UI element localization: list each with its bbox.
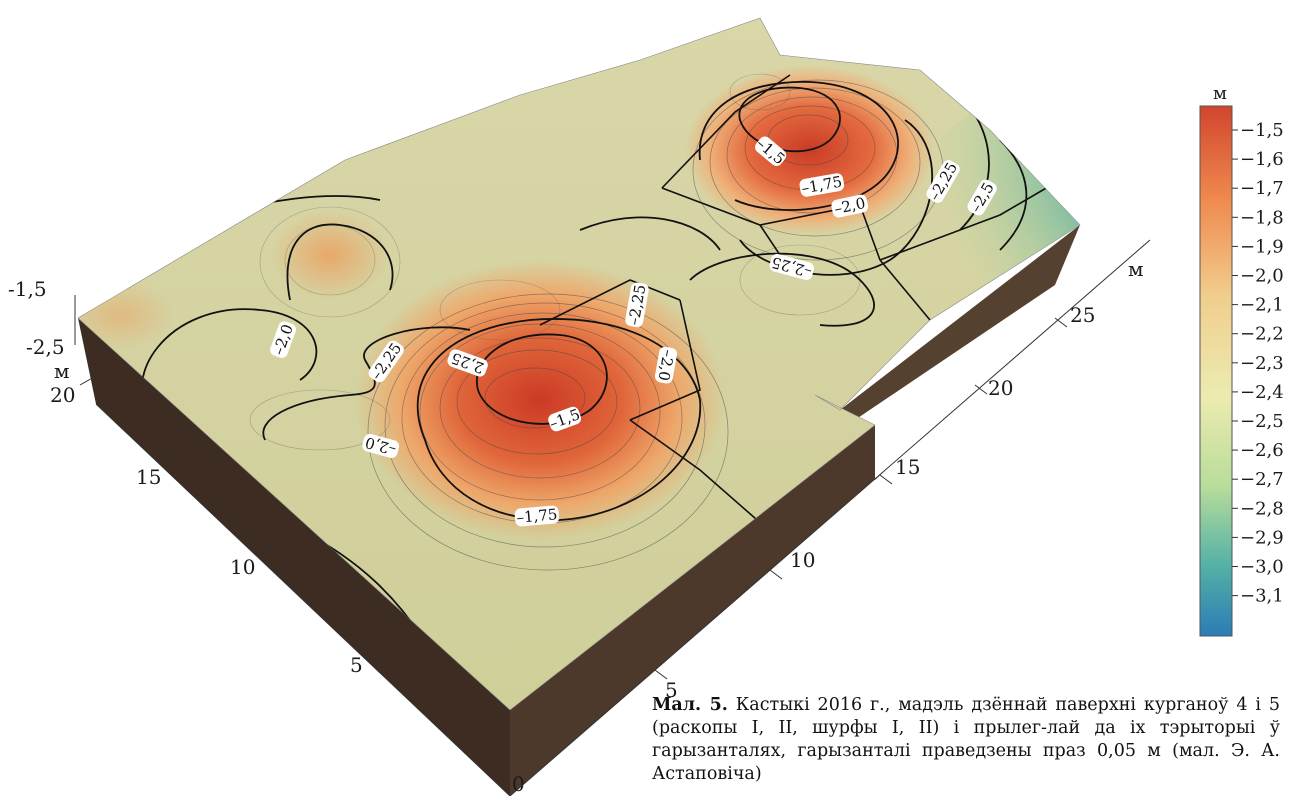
colorbar-tick-label: −2,0 — [1240, 266, 1284, 287]
colorbar-tick-label: −2,6 — [1240, 440, 1284, 461]
colorbar-tick-label: −1,9 — [1240, 236, 1284, 257]
y-tick-15: 15 — [895, 455, 920, 479]
colorbar-tick-label: −2,1 — [1240, 295, 1284, 316]
colorbar-unit: м — [1213, 83, 1227, 104]
block-wall-back — [840, 225, 1080, 430]
colorbar-tick-label: −1,6 — [1240, 149, 1284, 170]
colorbar-tick-label: −2,2 — [1240, 324, 1284, 345]
colorbar-tick-label: −3,1 — [1240, 586, 1284, 607]
colorbar-tick-label: −3,0 — [1240, 557, 1284, 578]
colorbar-tick-label: −1,5 — [1240, 120, 1284, 141]
colorbar-tick-label: −1,7 — [1240, 178, 1284, 199]
colorbar-gradient — [1199, 105, 1233, 637]
x-tick-10: 10 — [230, 555, 255, 579]
z-tick-bottom: -2,5 — [26, 335, 65, 359]
axis-z: -1,5 -2,5 — [8, 277, 76, 359]
y-tick-25: 25 — [1070, 303, 1095, 327]
block-wall-front — [510, 425, 890, 796]
thin-contours-1 — [367, 293, 729, 571]
y-tick-5: 5 — [665, 678, 678, 702]
x-tick-15: 15 — [136, 465, 161, 489]
x-tick-0: 0 — [512, 772, 525, 796]
axis-left: 0 5 10 15 20 м — [50, 359, 525, 796]
x-tick-20: 20 — [50, 383, 75, 407]
colorbar-tick-label: −2,9 — [1240, 527, 1284, 548]
mound-1 — [355, 260, 725, 540]
caption-number: Мал. 5. — [652, 695, 728, 715]
x-axis-unit: м — [54, 359, 70, 383]
y-tick-20: 20 — [988, 376, 1013, 400]
colorbar-tick-label: −2,3 — [1240, 353, 1284, 374]
figure-caption: Мал. 5. Кастыкі 2016 г., мадэль дзённай … — [652, 694, 1280, 786]
colorbar-tick-label: −2,8 — [1240, 498, 1284, 519]
contour-label-14: –1,75 — [516, 505, 558, 526]
colorbar-tick-label: −1,8 — [1240, 207, 1284, 228]
contour-label-11: –2,0 — [654, 348, 677, 382]
axis-right: 5 10 15 20 25 м — [509, 239, 1151, 796]
colorbar-tick-label: −2,4 — [1240, 382, 1284, 403]
z-tick-top: -1,5 — [8, 277, 47, 301]
block-wall-left — [78, 318, 510, 796]
y-tick-10: 10 — [790, 548, 815, 572]
colorbar-tick-label: −2,7 — [1240, 469, 1284, 490]
y-axis-unit: м — [1128, 257, 1144, 281]
colorbar-tick-label: −2,5 — [1240, 411, 1284, 432]
colorbar: м −1,5 −1,6 −1,7 −1,8 −1,9 −2,0 −2,1 −2,2 −2,3 −2… — [1199, 83, 1284, 637]
excavation-outlines — [539, 74, 1061, 541]
x-tick-5: 5 — [350, 653, 363, 677]
caption-text: Кастыкі 2016 г., мадэль дзённай паверхні… — [652, 695, 1280, 784]
